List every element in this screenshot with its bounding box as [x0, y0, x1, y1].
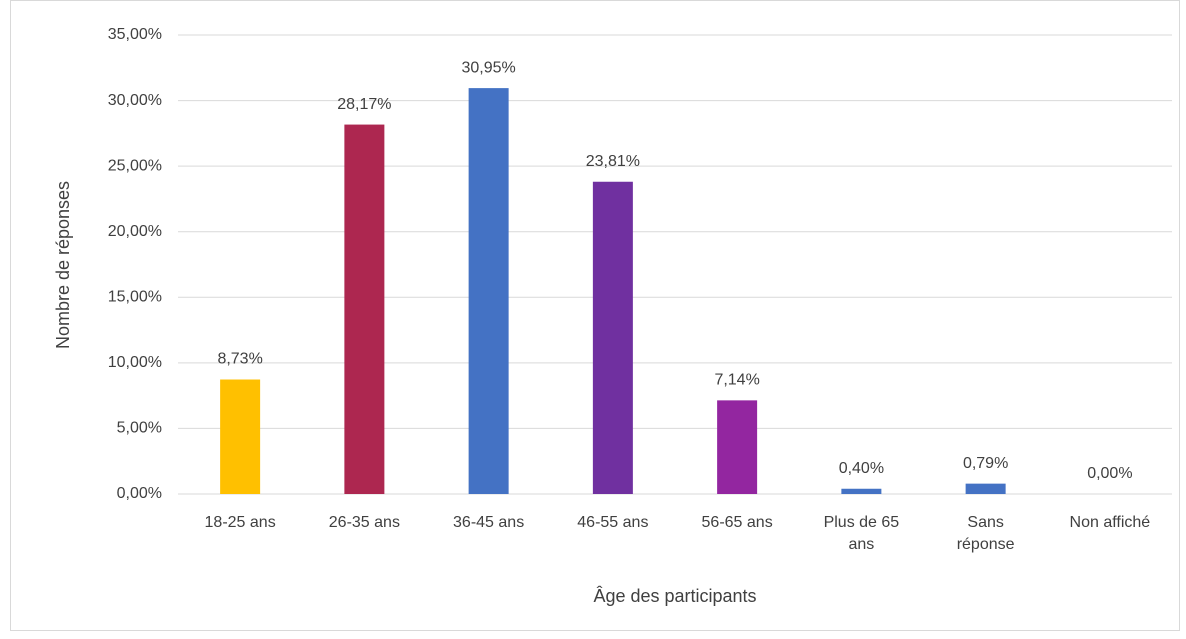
y-tick-label: 35,00% — [108, 26, 162, 43]
x-tick-label: 36-45 ans — [453, 514, 525, 531]
x-tick-label: 56-65 ans — [701, 514, 773, 531]
value-label: 23,81% — [586, 153, 640, 170]
bar — [468, 88, 509, 494]
value-label: 8,73% — [217, 351, 262, 368]
y-tick-label: 25,00% — [108, 157, 162, 174]
value-label: 0,00% — [1087, 465, 1132, 482]
y-tick-label: 15,00% — [108, 289, 162, 306]
y-tick-label: 5,00% — [117, 420, 162, 437]
value-label: 30,95% — [461, 59, 515, 76]
y-tick-label: 30,00% — [108, 92, 162, 109]
value-label: 7,14% — [714, 372, 759, 389]
x-tick-label: Sans réponse — [956, 514, 1015, 553]
value-label: 0,40% — [839, 460, 884, 477]
bar — [841, 488, 882, 494]
x-tick-label: Non affiché — [1069, 514, 1151, 531]
y-axis-title: Nombre de réponses — [53, 181, 73, 349]
value-label: 0,79% — [963, 455, 1008, 472]
bar — [965, 483, 1006, 494]
bar — [717, 400, 758, 494]
bar — [592, 181, 633, 495]
y-tick-label: 0,00% — [117, 485, 162, 502]
x-tick-label: 18-25 ans — [204, 514, 276, 531]
chart-border — [10, 0, 1180, 631]
y-tick-label: 20,00% — [108, 223, 162, 240]
x-tick-label: 26-35 ans — [328, 514, 400, 531]
bar — [220, 379, 261, 494]
x-tick-label: Plus de 65 ans — [823, 514, 900, 553]
x-axis-title: Âge des participants — [593, 586, 756, 606]
bar — [344, 124, 385, 495]
x-tick-label: 46-55 ans — [577, 514, 649, 531]
value-label: 28,17% — [337, 96, 391, 113]
y-tick-label: 10,00% — [108, 354, 162, 371]
